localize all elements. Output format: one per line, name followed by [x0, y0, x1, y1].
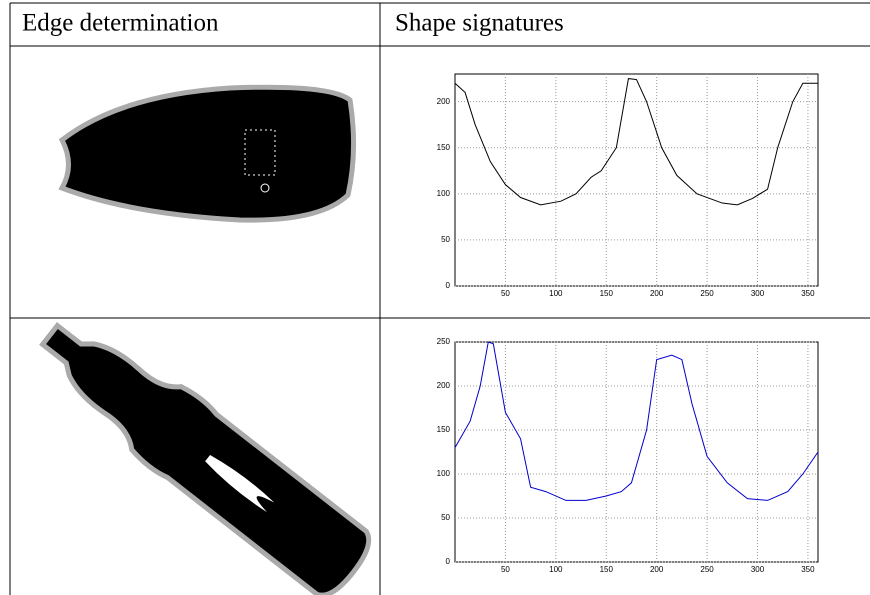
bottle-label	[244, 129, 276, 176]
x-tick-label: 250	[700, 565, 714, 574]
x-tick-label: 300	[751, 565, 765, 574]
x-tick-label: 200	[650, 289, 664, 298]
bottle-mark	[260, 183, 270, 193]
y-tick-label: 50	[441, 235, 450, 244]
y-tick-label: 150	[437, 425, 451, 434]
plot-frame	[454, 73, 819, 287]
column-header: Shape signatures	[395, 10, 564, 37]
x-tick-label: 150	[600, 565, 614, 574]
y-tick-label: 50	[441, 513, 450, 522]
y-tick-label: 200	[437, 97, 451, 106]
x-tick-label: 50	[501, 565, 510, 574]
x-tick-label: 250	[700, 289, 714, 298]
bottle-image	[58, 84, 357, 223]
x-tick-label: 150	[600, 289, 614, 298]
y-tick-label: 200	[437, 381, 451, 390]
x-tick-label: 350	[801, 289, 815, 298]
y-tick-label: 0	[446, 557, 451, 566]
bottle-image	[39, 322, 372, 595]
plot-frame	[454, 341, 819, 563]
x-tick-label: 200	[650, 565, 664, 574]
y-tick-label: 150	[437, 143, 451, 152]
y-tick-label: 250	[437, 337, 451, 346]
x-tick-label: 50	[501, 289, 510, 298]
x-tick-label: 100	[549, 289, 563, 298]
column-header: Edge determination	[22, 10, 219, 37]
x-tick-label: 350	[801, 565, 815, 574]
x-tick-label: 300	[751, 289, 765, 298]
signature-line	[454, 78, 818, 206]
signature-line	[454, 341, 819, 501]
x-tick-label: 100	[549, 565, 563, 574]
y-tick-label: 0	[446, 281, 451, 290]
y-tick-label: 100	[437, 469, 451, 478]
y-tick-label: 100	[437, 189, 451, 198]
